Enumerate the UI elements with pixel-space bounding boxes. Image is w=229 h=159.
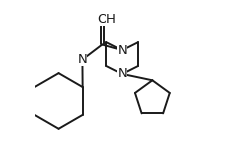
Text: N: N xyxy=(77,53,87,66)
Text: H: H xyxy=(106,13,115,26)
Text: N: N xyxy=(117,44,126,57)
Text: N: N xyxy=(117,67,126,80)
Text: O: O xyxy=(97,13,107,26)
